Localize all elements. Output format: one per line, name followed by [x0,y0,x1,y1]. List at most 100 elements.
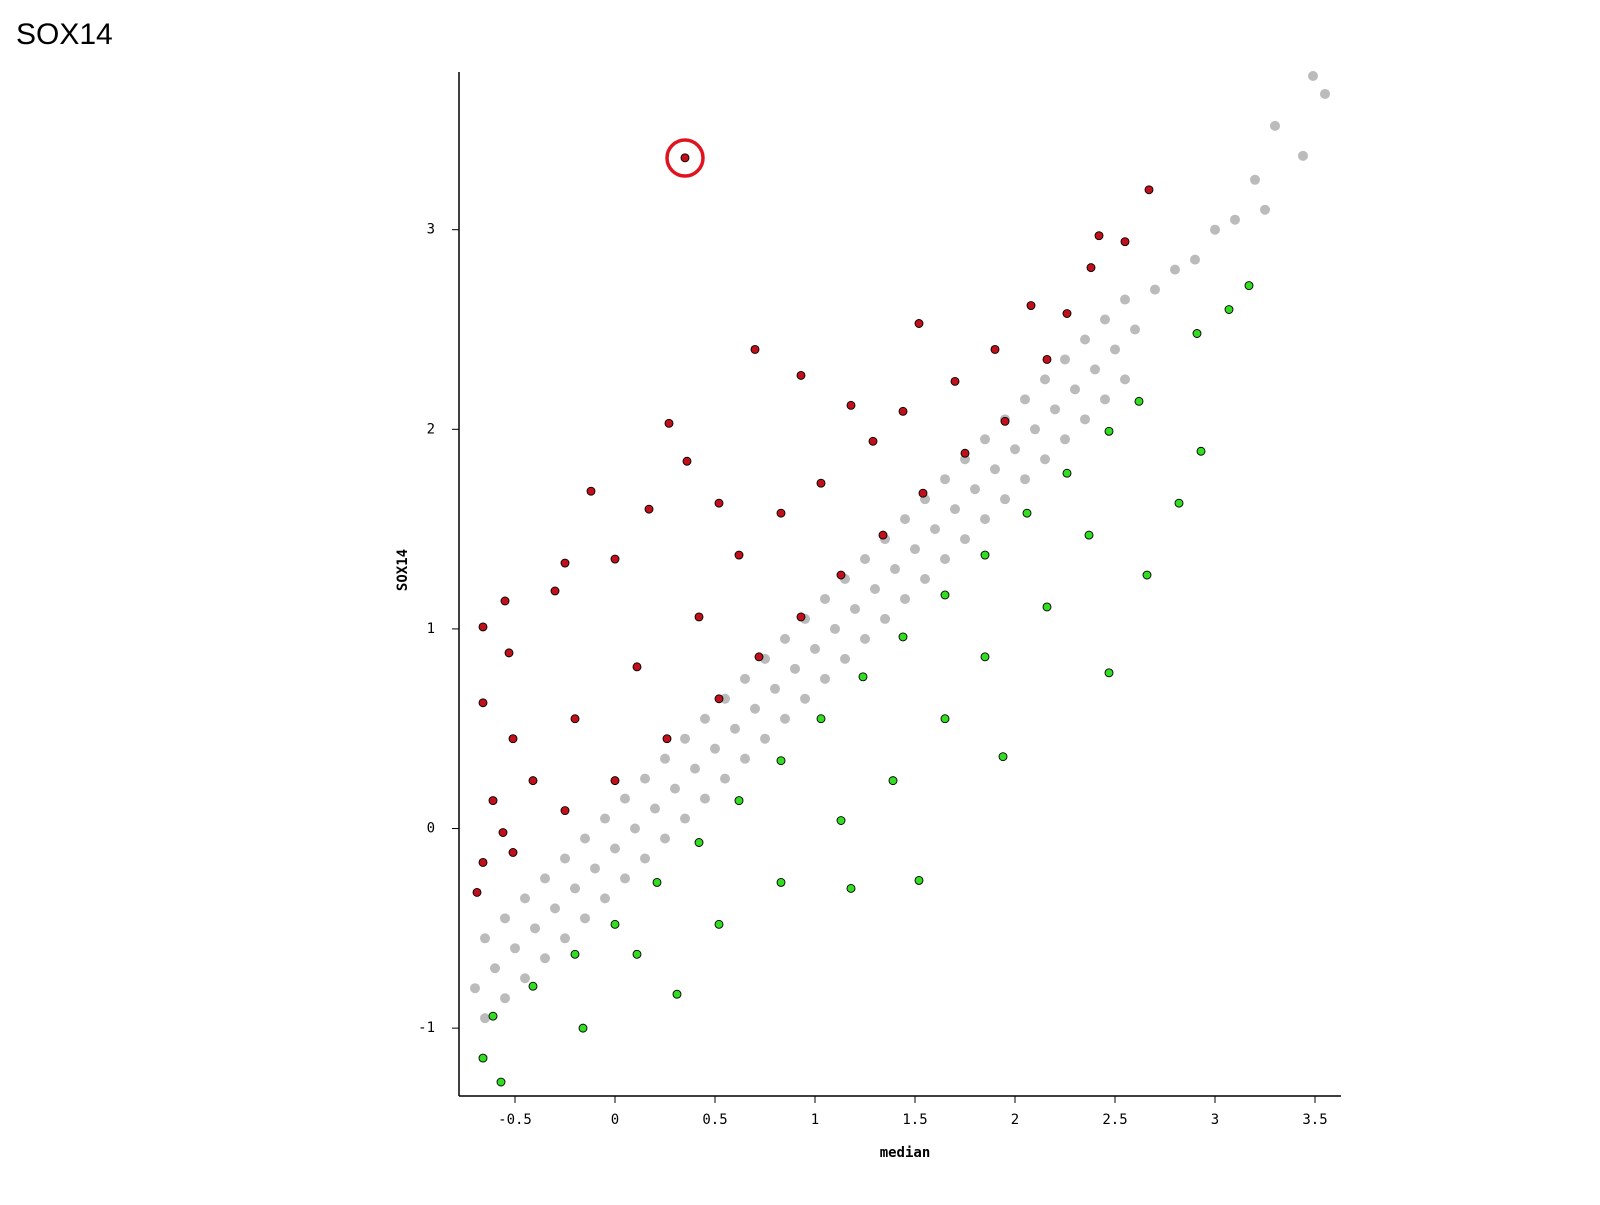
point [776,756,786,766]
point [860,554,870,565]
point [1230,214,1240,225]
y-axis-label: SOX14 [395,549,411,591]
point [672,989,682,999]
point [528,981,538,991]
point [660,833,670,844]
point [790,663,800,674]
point [1042,354,1052,364]
point [586,486,596,496]
point [690,763,700,774]
point [816,478,826,488]
point [496,1077,506,1087]
point [1050,404,1060,415]
point [1244,281,1254,291]
point [980,652,990,662]
point [1100,394,1110,405]
point [910,544,920,555]
point [760,733,770,744]
point [550,903,560,914]
point [1062,468,1072,478]
point [610,843,620,854]
point [1100,314,1110,325]
point [918,488,928,498]
point [1224,305,1234,314]
x-tick-label: 2 [1011,1112,1019,1128]
point [570,714,580,724]
point [750,703,760,714]
point [710,743,720,754]
point [796,370,806,380]
point [510,943,520,954]
point [570,949,580,959]
point [914,875,924,885]
point [1062,309,1072,318]
point [530,923,540,934]
point [610,554,620,564]
point [652,877,662,887]
page-title: SOX14 [16,18,113,51]
x-tick-label: 1 [811,1112,819,1128]
point [620,873,630,884]
point [836,816,846,825]
point [560,558,570,568]
point [498,828,508,837]
x-tick-label: 1.5 [902,1112,927,1128]
point [662,734,672,744]
y-tick-label: -1 [418,1020,435,1036]
point [680,813,690,824]
point [1070,384,1080,395]
point [940,714,950,724]
point [1020,394,1030,405]
point [1104,668,1114,678]
point [670,783,680,794]
point [1190,254,1200,265]
point [1060,354,1070,365]
point [800,693,810,704]
point [478,858,488,867]
point [980,550,990,560]
point [632,662,642,672]
point [478,622,488,632]
point [960,534,970,545]
x-tick-label: -0.5 [498,1112,532,1128]
point [610,919,620,929]
point [590,863,600,874]
point [820,673,830,684]
point [796,612,806,622]
point [898,632,908,642]
point [1196,446,1206,456]
point [990,464,1000,475]
y-tick-label: 2 [427,421,435,437]
point [640,853,650,864]
point [878,530,888,540]
point [1022,508,1032,518]
point [860,633,870,644]
y-tick-label: 3 [427,222,435,238]
point [960,448,970,458]
point [528,776,538,786]
point [890,564,900,575]
point [1110,344,1120,355]
point [508,734,518,744]
point [900,514,910,525]
point [1104,426,1114,436]
x-tick-label: 0.5 [702,1112,727,1128]
point [1040,374,1050,385]
point [580,913,590,924]
point [714,919,724,929]
point [720,773,730,784]
point [504,648,514,658]
point [1086,263,1096,273]
point [990,345,1000,354]
point [754,652,764,662]
point [1040,454,1050,465]
point [980,434,990,445]
point [730,723,740,734]
point [650,803,660,814]
point [1308,70,1318,81]
point [580,833,590,844]
point [600,893,610,904]
point [488,1011,498,1021]
point [900,593,910,604]
point [1142,570,1152,580]
